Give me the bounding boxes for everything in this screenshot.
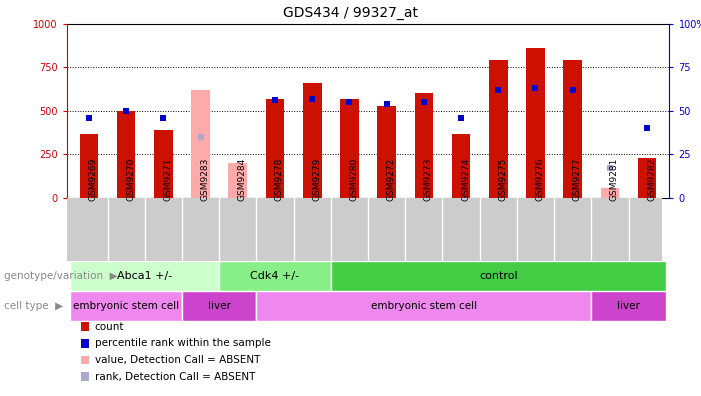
Text: GSM9276: GSM9276 (536, 158, 545, 201)
Bar (303, 83, 322, 198)
Point (493, 87, 504, 93)
Point (604, 165, 615, 171)
Bar (117, 111, 135, 198)
Bar (154, 130, 172, 198)
Text: value, Detection Call = ABSENT: value, Detection Call = ABSENT (95, 355, 260, 365)
Text: embryonic stem cell: embryonic stem cell (73, 301, 179, 311)
Point (567, 87, 578, 93)
Point (158, 115, 169, 121)
Point (343, 99, 355, 105)
Bar (340, 99, 359, 198)
Text: liver: liver (207, 301, 231, 311)
Point (641, 125, 653, 131)
Text: count: count (95, 322, 124, 332)
Text: embryonic stem cell: embryonic stem cell (371, 301, 477, 311)
Text: liver: liver (617, 301, 640, 311)
Bar (377, 106, 396, 198)
Bar (601, 188, 619, 198)
Bar (526, 48, 545, 198)
Text: control: control (479, 271, 517, 281)
Text: GSM9279: GSM9279 (312, 158, 321, 201)
Text: GSM9269: GSM9269 (89, 158, 98, 201)
Bar (70, 291, 182, 321)
Text: GSM9273: GSM9273 (424, 158, 433, 201)
Bar (70, 261, 219, 291)
Text: GSM9284: GSM9284 (238, 158, 247, 201)
Text: GSM9274: GSM9274 (461, 158, 470, 201)
Bar (638, 158, 656, 198)
Point (418, 99, 430, 105)
Bar (182, 291, 257, 321)
Bar (219, 261, 331, 291)
Point (121, 108, 132, 114)
Text: GSM9278: GSM9278 (275, 158, 284, 201)
Text: percentile rank within the sample: percentile rank within the sample (95, 338, 271, 348)
Point (530, 85, 541, 91)
Text: GSM9277: GSM9277 (573, 158, 582, 201)
Point (195, 134, 206, 140)
Bar (266, 99, 285, 198)
Text: GSM9271: GSM9271 (163, 158, 172, 201)
Text: GSM9272: GSM9272 (387, 158, 395, 201)
Point (306, 95, 318, 102)
Text: GSM9270: GSM9270 (126, 158, 135, 201)
Text: GDS434 / 99327_at: GDS434 / 99327_at (283, 6, 418, 20)
Text: GSM9283: GSM9283 (200, 158, 210, 201)
Bar (257, 291, 592, 321)
Bar (592, 291, 666, 321)
Text: GSM9282: GSM9282 (647, 158, 656, 201)
Bar (564, 60, 582, 198)
Bar (489, 60, 508, 198)
Point (381, 101, 393, 107)
Bar (80, 133, 98, 198)
Bar (414, 93, 433, 198)
Text: Abca1 +/-: Abca1 +/- (117, 271, 172, 281)
Bar (331, 261, 666, 291)
Bar (229, 163, 247, 198)
Bar (191, 90, 210, 198)
Text: cell type  ▶: cell type ▶ (4, 301, 62, 311)
Text: GSM9281: GSM9281 (610, 158, 619, 201)
Point (269, 97, 280, 104)
Text: rank, Detection Call = ABSENT: rank, Detection Call = ABSENT (95, 371, 255, 382)
Text: genotype/variation  ▶: genotype/variation ▶ (4, 271, 117, 281)
Text: Cdk4 +/-: Cdk4 +/- (250, 271, 299, 281)
Point (83, 115, 95, 121)
Point (456, 115, 467, 121)
Text: GSM9280: GSM9280 (349, 158, 358, 201)
Bar (451, 133, 470, 198)
Text: GSM9275: GSM9275 (498, 158, 508, 201)
